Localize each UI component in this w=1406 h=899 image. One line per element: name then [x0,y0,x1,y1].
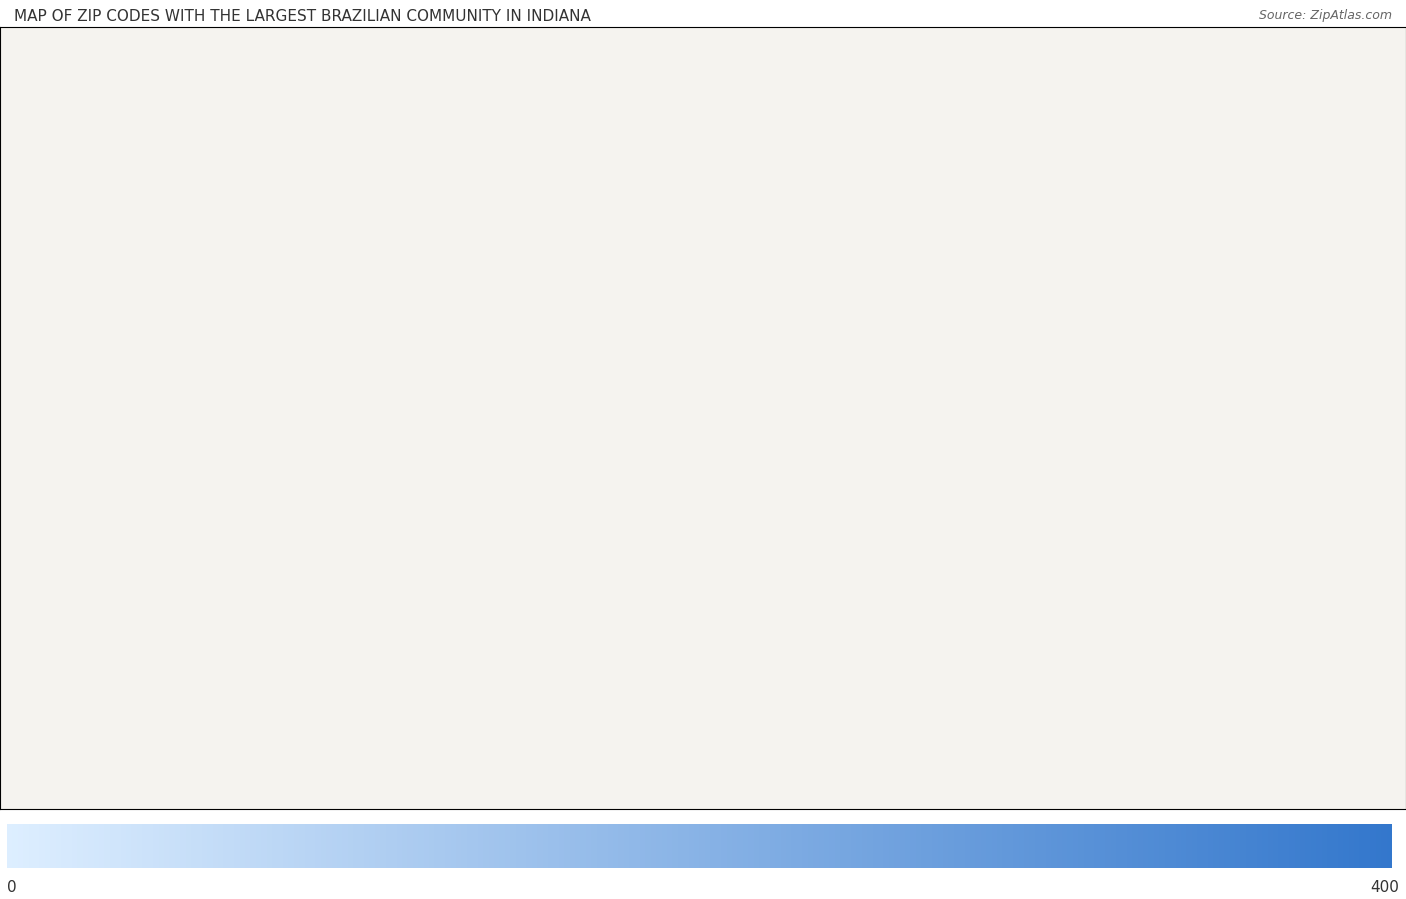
Text: MAP OF ZIP CODES WITH THE LARGEST BRAZILIAN COMMUNITY IN INDIANA: MAP OF ZIP CODES WITH THE LARGEST BRAZIL… [14,9,591,24]
Text: 0: 0 [7,879,17,895]
Text: 400: 400 [1369,879,1399,895]
Text: Source: ZipAtlas.com: Source: ZipAtlas.com [1258,9,1392,22]
